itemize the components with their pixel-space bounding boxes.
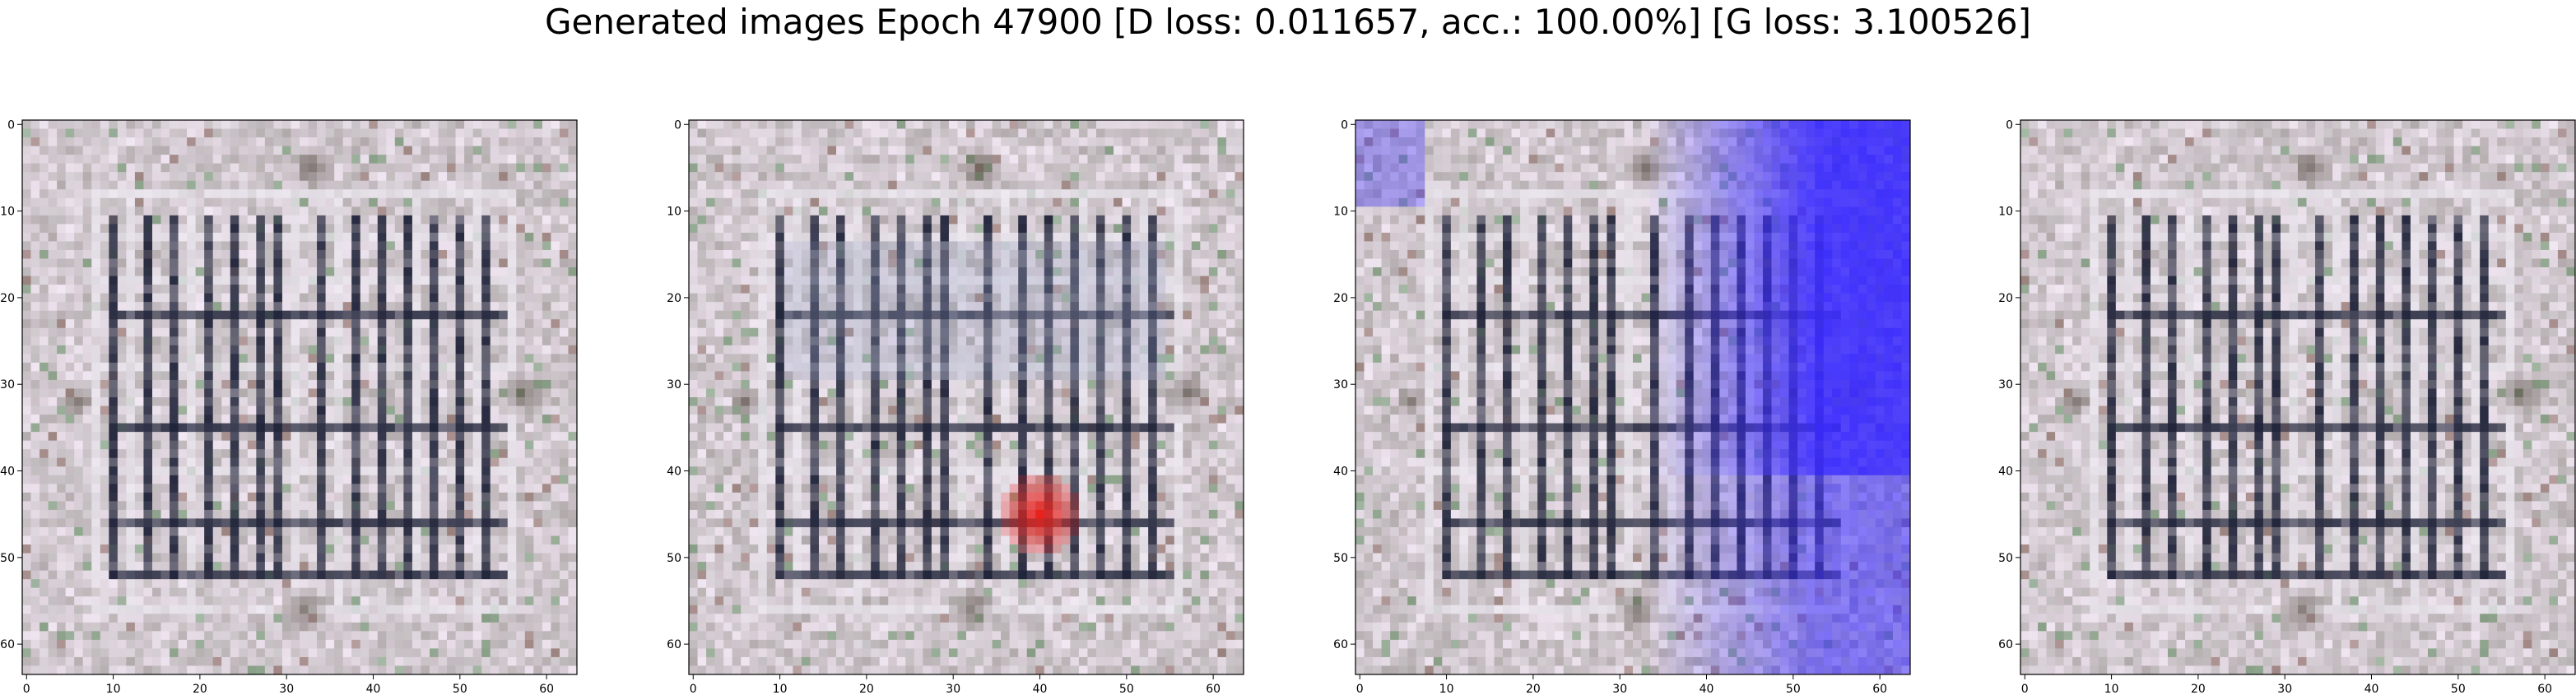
x-tick-label: 10 [1439,683,1454,695]
y-tick-label: 30 [1998,378,2013,392]
x-tick-label: 60 [539,683,554,695]
x-tick-label: 50 [1786,683,1801,695]
y-tick-label: 10 [1333,206,1348,219]
y-tick-label: 10 [0,206,15,219]
y-tick-label: 40 [1333,466,1348,479]
x-tick-label: 10 [106,683,121,695]
y-tick-label: 0 [7,118,15,132]
x-tick-label: 40 [1033,683,1048,695]
y-tick-label: 20 [667,292,681,305]
generated-image-1: 0 10 20 30 40 50 60 0 10 20 30 40 50 60 [0,118,578,695]
x-tick-label: 20 [2191,683,2206,695]
y-tick-label: 10 [1998,206,2013,219]
y-tick-label: 50 [667,552,681,565]
x-tick-label: 0 [23,683,30,695]
y-tick-label: 60 [1333,638,1348,651]
x-tick-label: 20 [193,683,207,695]
figure-title: Generated images Epoch 47900 [D loss: 0.… [544,2,2032,42]
x-tick-label: 0 [690,683,697,695]
x-tick-label: 10 [773,683,788,695]
generated-image-2: 0 10 20 30 40 50 60 0 10 20 30 40 50 60 [667,118,1244,695]
panel-frame [688,119,1244,675]
x-tick-label: 30 [946,683,960,695]
y-tick-label: 30 [0,378,15,392]
generated-image-3: 0 10 20 30 40 50 60 0 10 20 30 40 50 60 [1333,118,1911,695]
x-tick-label: 60 [1206,683,1221,695]
panel-frame [2020,119,2576,675]
x-tick-label: 60 [2537,683,2552,695]
x-tick-label: 40 [366,683,381,695]
y-tick-label: 40 [1998,466,2013,479]
y-tick-label: 40 [0,466,15,479]
y-tick-label: 50 [1998,552,2013,565]
y-tick-label: 0 [2006,118,2013,132]
y-tick-label: 0 [674,118,681,132]
y-tick-label: 60 [1998,638,2013,651]
x-tick-label: 0 [1356,683,1364,695]
y-tick-label: 30 [667,378,681,392]
y-tick-label: 20 [1333,292,1348,305]
panel-frame [1355,119,1911,675]
x-tick-label: 40 [1700,683,1714,695]
x-tick-label: 10 [2104,683,2119,695]
y-tick-label: 50 [1333,552,1348,565]
x-tick-label: 20 [859,683,874,695]
generated-image-4: 0 10 20 30 40 50 60 0 10 20 30 40 50 60 [1998,118,2576,695]
x-tick-label: 50 [1119,683,1134,695]
panel-frame [21,119,578,675]
y-tick-label: 60 [0,638,15,651]
y-tick-label: 60 [667,638,681,651]
x-tick-label: 60 [1872,683,1887,695]
x-tick-label: 30 [1612,683,1627,695]
x-tick-label: 40 [2364,683,2379,695]
y-tick-label: 20 [1998,292,2013,305]
x-tick-label: 50 [453,683,467,695]
x-tick-label: 30 [279,683,294,695]
y-tick-label: 30 [1333,378,1348,392]
x-tick-label: 30 [2277,683,2292,695]
y-tick-label: 40 [667,466,681,479]
x-tick-label: 20 [1526,683,1541,695]
x-tick-label: 50 [2451,683,2466,695]
y-tick-label: 10 [667,206,681,219]
x-tick-label: 0 [2021,683,2029,695]
y-tick-label: 50 [0,552,15,565]
y-tick-label: 20 [0,292,15,305]
y-tick-label: 0 [1341,118,1348,132]
